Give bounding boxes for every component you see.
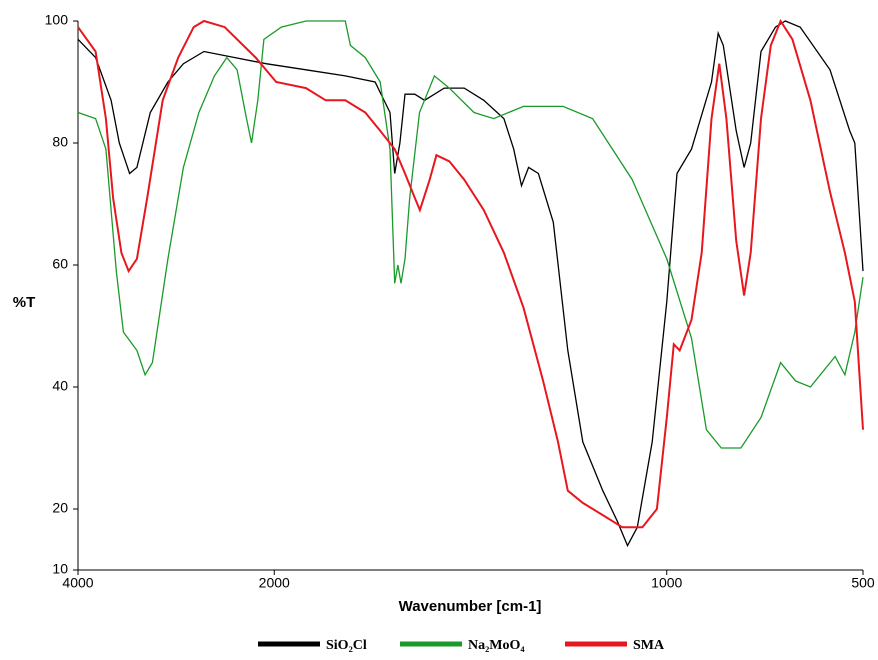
legend-label: Na₂MoO₄ [468, 638, 525, 653]
y-tick-label: 40 [52, 378, 68, 394]
y-tick-label: 60 [52, 256, 68, 272]
x-tick-label: 500 [851, 575, 875, 591]
x-axis-label: Wavenumber [cm-1] [399, 598, 542, 615]
y-axis-label: %T [13, 294, 36, 311]
x-tick-label: 1000 [651, 575, 682, 591]
legend-label: SiO₂Cl [326, 638, 367, 653]
y-tick-label: 80 [52, 134, 68, 150]
series-line [77, 18, 864, 529]
legend-label: SMA [633, 638, 665, 653]
series-line [77, 20, 864, 449]
x-tick-label: 2000 [259, 575, 290, 591]
y-tick-label: 100 [45, 12, 69, 28]
y-tick-label: 20 [52, 500, 68, 516]
y-tick-label: 10 [52, 561, 68, 577]
series-line [77, 20, 864, 548]
x-tick-label: 4000 [62, 575, 93, 591]
